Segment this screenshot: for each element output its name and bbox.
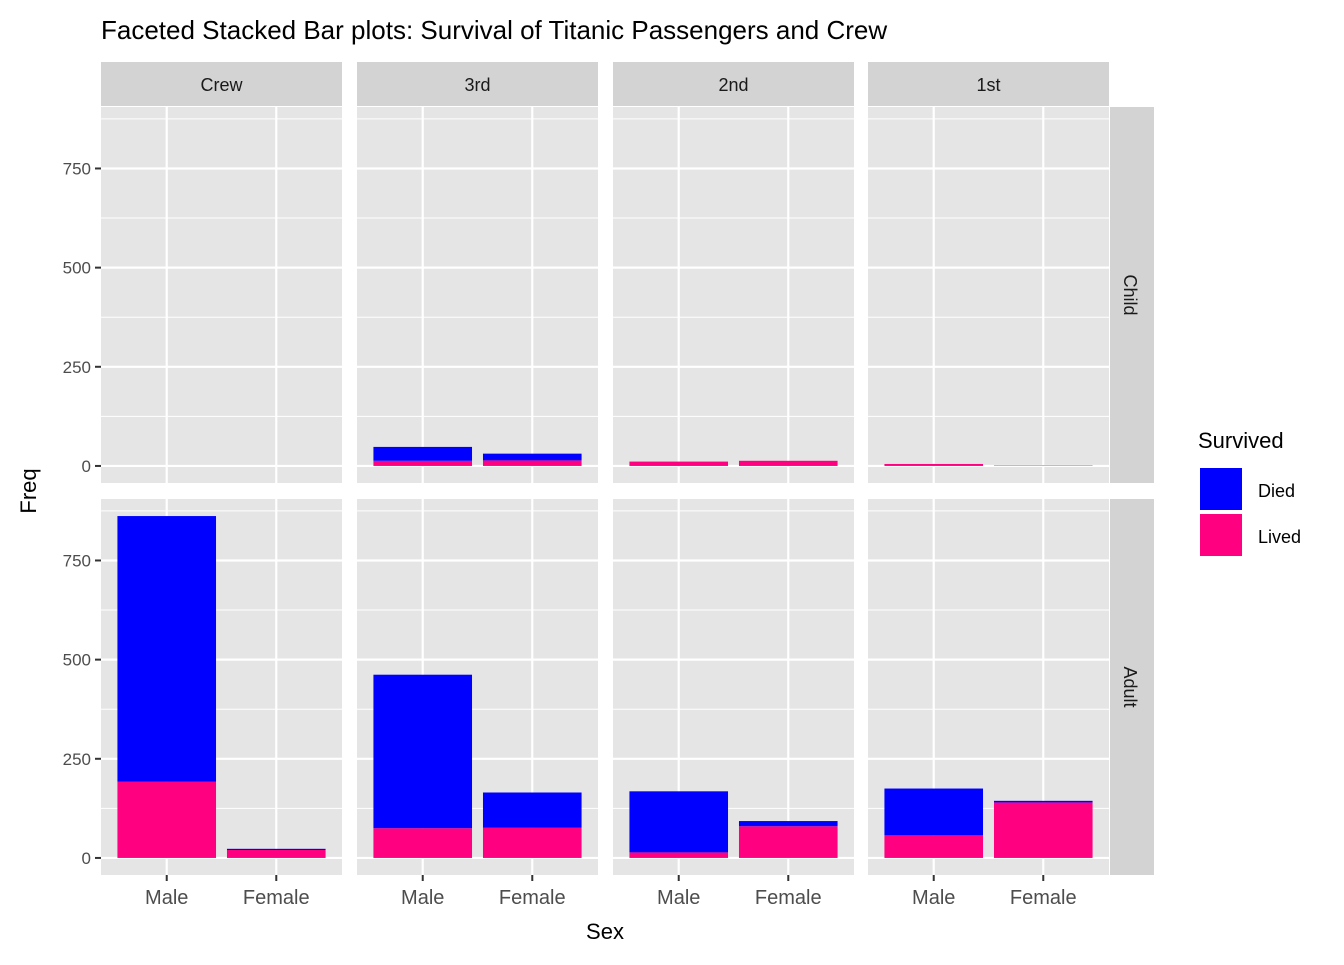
bar-died-male [117, 516, 216, 782]
panel-background [357, 107, 598, 483]
y-tick-label: 250 [63, 750, 91, 769]
facet-strip-label: Child [1120, 274, 1140, 315]
bar-lived-male [373, 461, 472, 466]
x-tick-label: Male [401, 887, 444, 909]
legend-swatch-lived [1200, 514, 1242, 556]
facet-strip-label: Crew [200, 75, 243, 95]
y-tick-label: 250 [63, 358, 91, 377]
legend: Survived Died Lived [1198, 428, 1301, 557]
bar-lived-female [483, 828, 582, 858]
x-tick-label: Female [755, 887, 822, 909]
bar-lived-female [739, 826, 838, 858]
bar-died-male [884, 789, 983, 836]
bar-lived-female [483, 460, 582, 466]
bar-died-female [483, 793, 582, 828]
bar-died-male [373, 447, 472, 461]
x-axis-label: Sex [586, 919, 624, 944]
bar-lived-male [117, 782, 216, 858]
bar-died-female [739, 821, 838, 826]
bar-died-female [994, 801, 1093, 803]
legend-title: Survived [1198, 428, 1284, 453]
x-tick-label: Female [1010, 887, 1077, 909]
bar-lived-female [227, 850, 326, 858]
bar-lived-male [629, 462, 728, 466]
panel-background [101, 107, 342, 483]
bar-lived-male [884, 835, 983, 858]
y-tick-label: 750 [63, 551, 91, 570]
chart-title: Faceted Stacked Bar plots: Survival of T… [101, 15, 887, 45]
y-axis-label: Freq [16, 468, 41, 513]
y-tick-label: 0 [82, 457, 91, 476]
bar-died-female [483, 454, 582, 461]
x-tick-label: Male [912, 887, 955, 909]
legend-label-died: Died [1258, 481, 1295, 501]
y-tick-label: 0 [82, 849, 91, 868]
bar-died-male [373, 675, 472, 828]
facet-strip-label: 1st [976, 75, 1000, 95]
x-tick-label: Male [145, 887, 188, 909]
y-tick-label: 500 [63, 259, 91, 278]
facet-strip-label: Adult [1120, 666, 1140, 707]
bar-died-female [227, 849, 326, 850]
y-tick-label: 500 [63, 651, 91, 670]
x-tick-label: Female [243, 887, 310, 909]
bar-lived-male [629, 852, 728, 858]
y-tick-label: 750 [63, 159, 91, 178]
bar-lived-male [373, 828, 472, 858]
bar-lived-male [884, 464, 983, 466]
bar-died-male [629, 791, 728, 852]
bar-lived-female [739, 461, 838, 466]
facet-strip-label: 3rd [464, 75, 490, 95]
bar-lived-female [994, 802, 1093, 858]
facet-strip-label: 2nd [718, 75, 748, 95]
x-tick-label: Male [657, 887, 700, 909]
legend-label-lived: Lived [1258, 527, 1301, 547]
panel-background [868, 107, 1109, 483]
legend-swatch-died [1200, 468, 1242, 510]
x-tick-label: Female [499, 887, 566, 909]
panel-background [613, 107, 854, 483]
